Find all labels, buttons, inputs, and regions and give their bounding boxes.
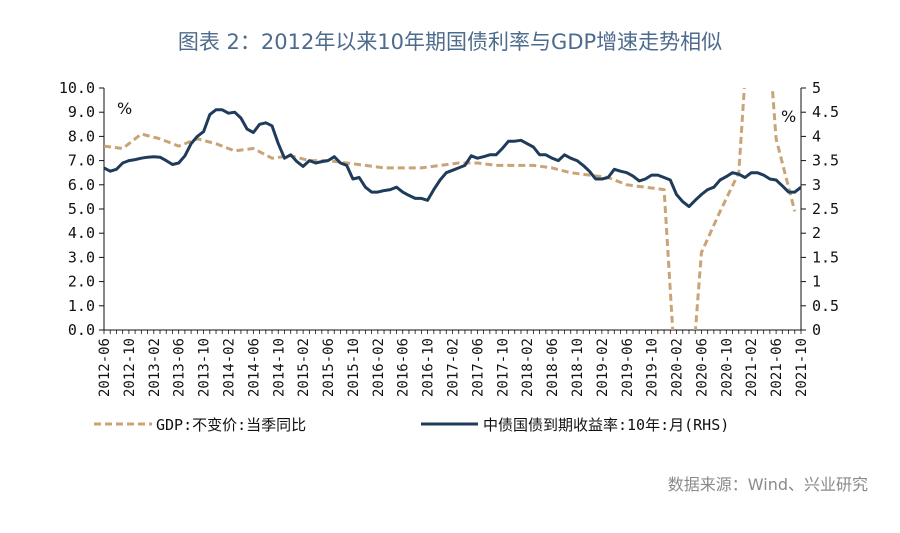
yield-series-line xyxy=(104,108,801,209)
right-tick-label: 5 xyxy=(812,79,821,97)
x-tick-label: 2021-10 xyxy=(794,338,810,397)
x-tick-label: 2012-10 xyxy=(122,338,138,397)
x-tick-label: 2018-10 xyxy=(570,338,586,397)
right-tick-label: 3.5 xyxy=(812,152,839,170)
x-tick-label: 2017-06 xyxy=(470,338,486,397)
x-tick-label: 2014-10 xyxy=(271,338,287,397)
left-tick-label: 0.0 xyxy=(68,321,95,339)
x-tick-label: 2019-06 xyxy=(620,338,636,397)
right-tick-label: 4 xyxy=(812,127,821,145)
left-tick-label: 2.0 xyxy=(68,273,95,291)
x-tick-label: 2020-06 xyxy=(694,338,710,397)
x-tick-label: 2019-02 xyxy=(595,338,611,397)
x-tick-label: 2020-02 xyxy=(670,338,686,397)
x-tick-label: 2013-02 xyxy=(147,338,163,397)
x-tick-label: 2015-02 xyxy=(296,338,312,397)
source-note: 数据来源：Wind、兴业研究 xyxy=(667,475,868,494)
x-tick-label: 2014-02 xyxy=(221,338,237,397)
x-tick-label: 2019-10 xyxy=(645,338,661,397)
left-tick-label: 8.0 xyxy=(68,127,95,145)
left-tick-label: 3.0 xyxy=(68,248,95,266)
right-tick-label: 3 xyxy=(812,176,821,194)
legend-yield-label: 中债国债到期收益率:10年:月(RHS) xyxy=(483,416,729,434)
left-tick-label: 6.0 xyxy=(68,176,95,194)
right-tick-label: 4.5 xyxy=(812,103,839,121)
x-tick-label: 2015-10 xyxy=(346,338,362,397)
left-tick-label: 9.0 xyxy=(68,103,95,121)
right-tick-label: 0.5 xyxy=(812,297,839,315)
x-tick-label: 2016-10 xyxy=(421,338,437,397)
x-tick-label: 2021-06 xyxy=(769,338,785,397)
left-tick-label: 1.0 xyxy=(68,297,95,315)
right-tick-label: 2.5 xyxy=(812,200,839,218)
x-tick-label: 2013-10 xyxy=(197,338,213,397)
legend-gdp-label: GDP:不变价:当季同比 xyxy=(156,416,306,434)
gdp-series-line xyxy=(104,88,797,330)
x-tick-label: 2020-10 xyxy=(719,338,735,397)
legend: GDP:不变价:当季同比 中债国债到期收益率:10年:月(RHS) xyxy=(94,416,729,434)
chart-title: 图表 2：2012年以来10年期国债利率与GDP增速走势相似 xyxy=(177,30,723,54)
x-tick-label: 2017-02 xyxy=(446,338,462,397)
right-tick-label: 0 xyxy=(812,321,821,339)
x-tick-label: 2014-06 xyxy=(246,338,262,397)
right-tick-label: 2 xyxy=(812,224,821,242)
left-axis-unit: % xyxy=(117,99,132,118)
left-tick-label: 10.0 xyxy=(59,79,95,97)
x-tick-label: 2012-06 xyxy=(97,338,113,397)
x-tick-label: 2017-10 xyxy=(495,338,511,397)
x-tick-label: 2021-02 xyxy=(744,338,760,397)
left-tick-label: 4.0 xyxy=(68,224,95,242)
x-tick-label: 2013-06 xyxy=(172,338,188,397)
right-tick-label: 1 xyxy=(812,273,821,291)
left-tick-label: 7.0 xyxy=(68,152,95,170)
x-tick-label: 2018-02 xyxy=(520,338,536,397)
right-tick-label: 1.5 xyxy=(812,248,839,266)
x-tick-label: 2015-06 xyxy=(321,338,337,397)
left-tick-label: 5.0 xyxy=(68,200,95,218)
right-axis-unit: % xyxy=(781,107,796,126)
x-tick-label: 2016-06 xyxy=(396,338,412,397)
x-tick-label: 2016-02 xyxy=(371,338,387,397)
x-tick-label: 2018-06 xyxy=(545,338,561,397)
chart-axes: 0.0 1.0 2.0 3.0 4.0 5.0 6.0 7.0 8.0 9.0 10.0 0 0.5 1 1… xyxy=(59,79,839,397)
plot-area xyxy=(104,88,801,330)
